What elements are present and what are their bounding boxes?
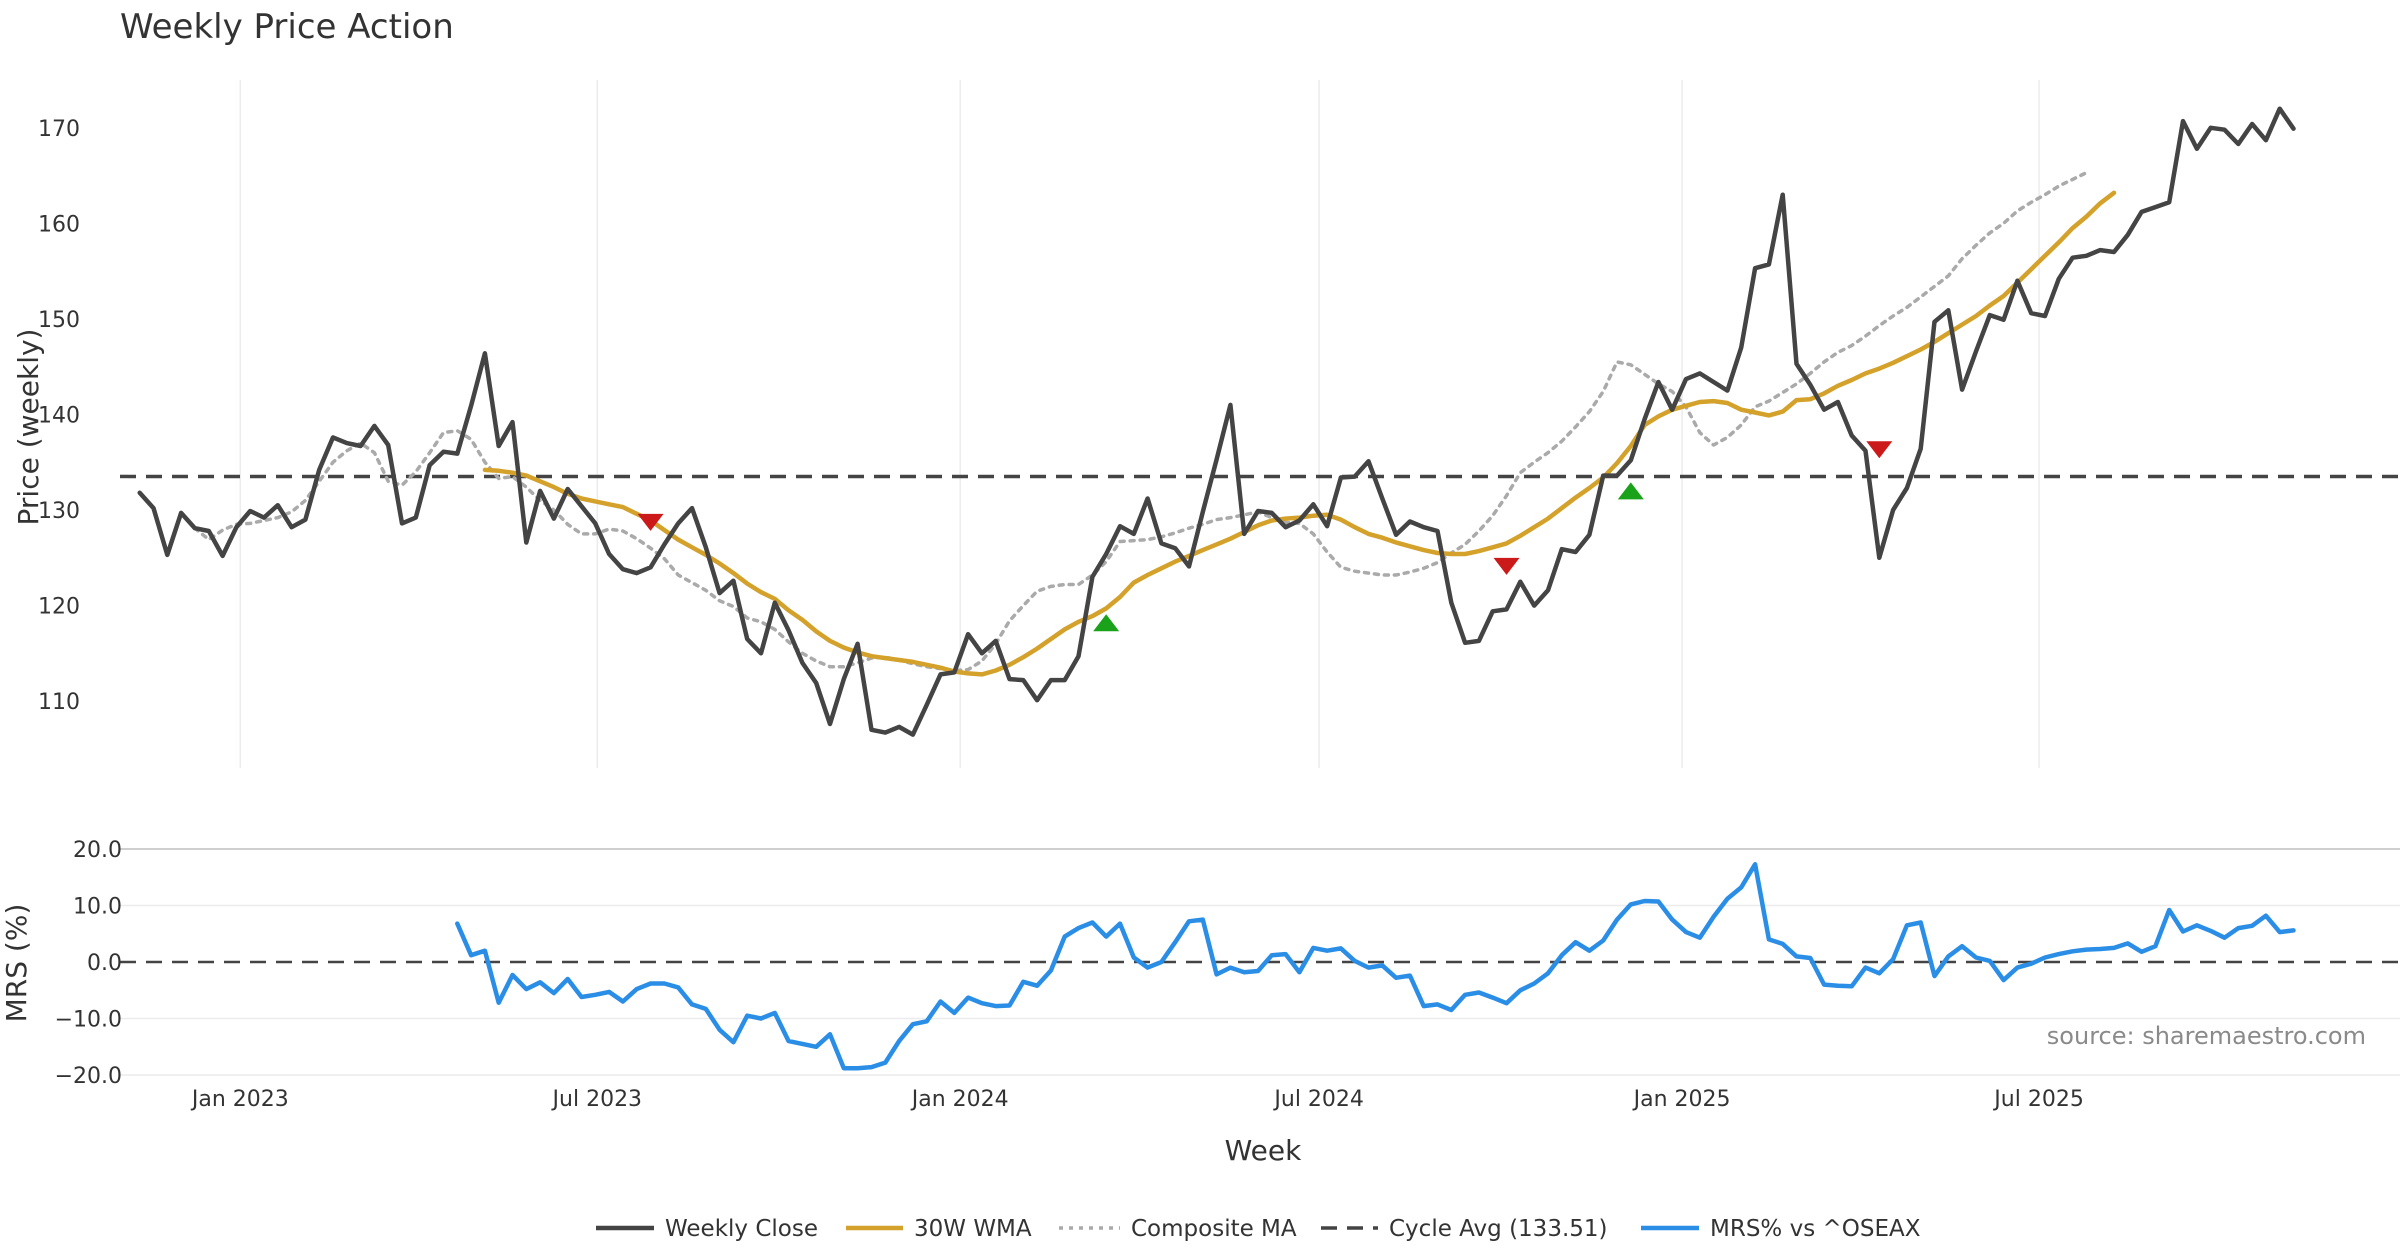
legend: Weekly Close 30W WMA Composite MA Cycle Avg… <box>596 1216 1921 1242</box>
weekly-close-line <box>137 106 2296 737</box>
price-y-tick-label: 150 <box>38 308 80 333</box>
price-y-tick-label: 130 <box>38 499 80 524</box>
legend-label-0: Weekly Close <box>665 1216 818 1242</box>
x-tick-label: Jan 2023 <box>190 1087 289 1112</box>
mrs-y-tick-label: 10.0 <box>73 895 122 920</box>
price-y-axis: 110 120 130 140 150 160 170 <box>38 117 80 715</box>
x-tick-label: Jan 2025 <box>1632 1087 1731 1112</box>
x-axis: Jan 2023 Jul 2023 Jan 2024 Jul 2024 Jan 2025… <box>190 1087 2084 1112</box>
buy-signal-marker <box>1093 614 1120 632</box>
sell-signal-marker <box>1866 441 1893 459</box>
x-axis-label: Week <box>1225 1134 1302 1167</box>
sell-signal-marker <box>1493 557 1520 575</box>
price-y-tick-label: 120 <box>38 595 80 620</box>
mrs-line <box>455 862 2296 1071</box>
price-y-tick-label: 160 <box>38 212 80 237</box>
buy-signal-marker <box>1617 482 1644 500</box>
sell-signal-marker <box>637 513 664 531</box>
mrs-series-group <box>455 862 2296 1071</box>
x-tick-label: Jul 2025 <box>1992 1087 2084 1112</box>
legend-label-2: Composite MA <box>1131 1216 1297 1242</box>
chart-title: Weekly Price Action <box>120 7 454 47</box>
price-y-axis-label: Price (weekly) <box>12 329 45 526</box>
x-tick-label: Jul 2024 <box>1272 1087 1364 1112</box>
legend-label-1: 30W WMA <box>914 1216 1032 1242</box>
mrs-y-tick-label: −10.0 <box>55 1008 122 1033</box>
legend-label-4: MRS% vs ^OSEAX <box>1710 1216 1921 1242</box>
price-series-group <box>120 106 2400 737</box>
price-y-tick-label: 170 <box>38 117 80 142</box>
mrs-y-tick-label: 20.0 <box>73 838 122 863</box>
mrs-y-tick-label: −20.0 <box>55 1064 122 1089</box>
mrs-y-axis: 20.0 10.0 0.0 −10.0 −20.0 <box>55 838 122 1089</box>
mrs-y-tick-label: 0.0 <box>87 951 122 976</box>
mrs-y-axis-label: MRS (%) <box>0 904 33 1023</box>
x-tick-label: Jul 2023 <box>551 1087 643 1112</box>
x-tick-label: Jan 2024 <box>910 1087 1009 1112</box>
price-y-tick-label: 110 <box>38 690 80 715</box>
composite-ma-line <box>193 170 2089 673</box>
price-grid <box>239 80 2040 768</box>
wma-30w-line <box>482 190 2117 677</box>
legend-label-3: Cycle Avg (133.51) <box>1389 1216 1608 1242</box>
price-y-tick-label: 140 <box>38 403 80 428</box>
signal-markers <box>637 441 1893 632</box>
source-annotation: source: sharemaestro.com <box>2047 1022 2366 1050</box>
mrs-grid <box>120 848 2400 1076</box>
